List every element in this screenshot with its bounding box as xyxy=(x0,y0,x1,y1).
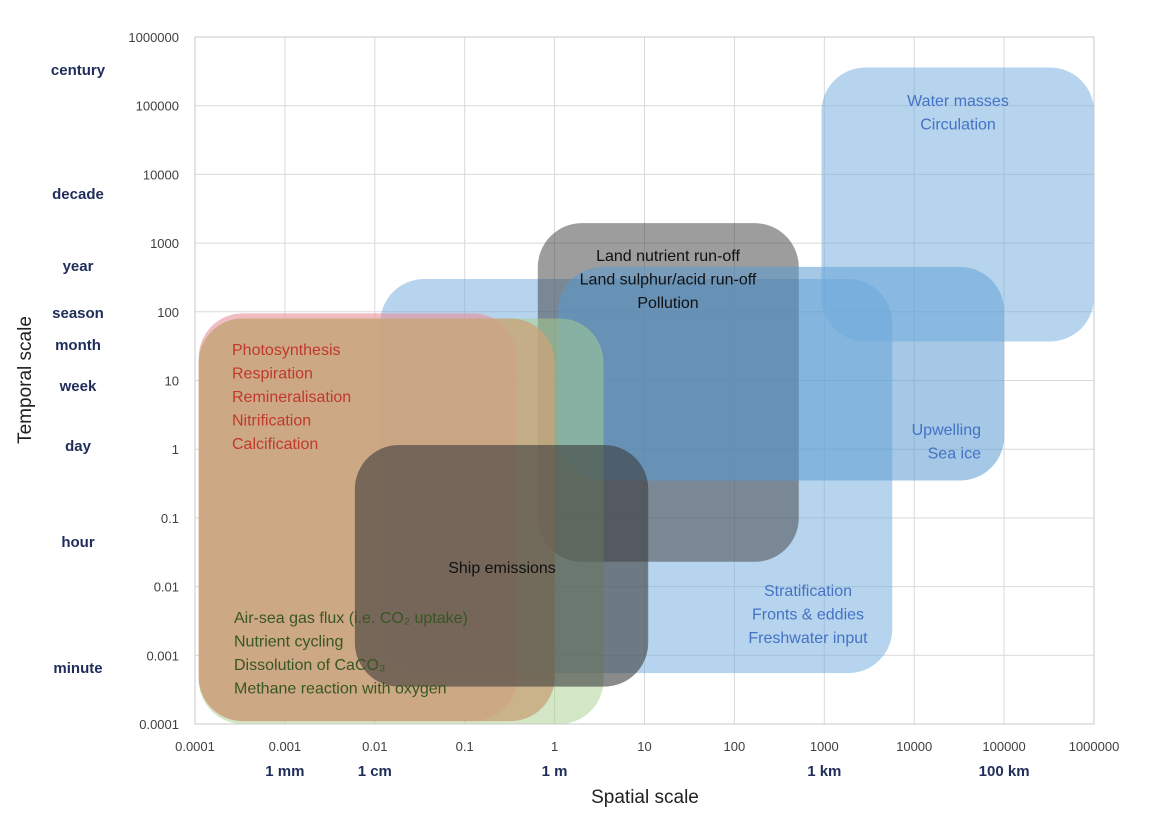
y-secondary-labels: century decade year season month week day hour m… xyxy=(51,62,106,677)
time-unit-label: century xyxy=(51,62,106,79)
x-tick-label: 100000 xyxy=(982,739,1025,754)
region-label: Nitrification xyxy=(232,413,311,430)
region-label: Water masses xyxy=(907,93,1009,110)
region-label: Sea ice xyxy=(928,446,981,463)
region-label: Pollution xyxy=(637,295,698,312)
region-label: Photosynthesis xyxy=(232,342,341,359)
x-axis-title: Spatial scale xyxy=(591,787,699,808)
plot-border xyxy=(194,36,1095,725)
x-tick-labels: 0.0001 0.001 0.01 0.1 1 10 100 1000 10000 100000 1… xyxy=(175,739,1119,754)
region-label: Stratification xyxy=(764,583,852,600)
x-tick-label: 0.001 xyxy=(269,739,302,754)
time-unit-label: hour xyxy=(61,534,94,551)
time-unit-label: minute xyxy=(53,660,102,677)
y-tick-label: 10 xyxy=(165,374,179,389)
region-water-masses xyxy=(821,67,1094,342)
y-tick-label: 1000000 xyxy=(128,30,179,45)
time-unit-label: week xyxy=(59,378,97,395)
y-tick-label: 0.01 xyxy=(154,580,179,595)
y-tick-label: 10000 xyxy=(143,167,179,182)
region-label: Dissolution of CaCO₃ xyxy=(234,657,385,674)
y-tick-label: 100 xyxy=(157,305,179,320)
region-label: Ship emissions xyxy=(448,560,556,577)
spatial-unit-label: 1 km xyxy=(807,763,841,780)
time-unit-label: season xyxy=(52,305,104,322)
x-tick-label: 0.01 xyxy=(362,739,387,754)
region-label: Circulation xyxy=(920,117,996,134)
spatial-unit-label: 100 km xyxy=(979,763,1030,780)
region-label: Fronts & eddies xyxy=(752,607,864,624)
spatial-unit-label: 1 m xyxy=(542,763,568,780)
y-tick-label: 0.0001 xyxy=(139,717,179,732)
y-tick-labels: 0.0001 0.001 0.01 0.1 1 10 100 1000 10000 100000 1… xyxy=(128,30,179,732)
region-ship-emissions xyxy=(354,445,649,687)
y-axis-title: Temporal scale xyxy=(15,316,36,444)
region-labels: Stratification Fronts & eddies Freshwater … xyxy=(232,93,1009,698)
y-tick-label: 100000 xyxy=(136,99,179,114)
spatial-unit-label: 1 mm xyxy=(265,763,304,780)
x-tick-label: 10 xyxy=(637,739,651,754)
y-tick-label: 0.001 xyxy=(146,648,179,663)
x-tick-label: 0.1 xyxy=(456,739,474,754)
regions xyxy=(198,67,1094,724)
time-unit-label: decade xyxy=(52,186,104,203)
region-label: Upwelling xyxy=(912,422,981,439)
region-label: Freshwater input xyxy=(748,630,868,647)
region-label: Nutrient cycling xyxy=(234,634,343,651)
time-unit-label: year xyxy=(63,258,94,275)
y-tick-label: 1000 xyxy=(150,236,179,251)
region-label: Air-sea gas flux (i.e. CO₂ uptake) xyxy=(234,610,468,627)
region-label: Respiration xyxy=(232,366,313,383)
time-unit-label: day xyxy=(65,438,92,455)
x-tick-label: 10000 xyxy=(896,739,932,754)
x-tick-label: 1000 xyxy=(810,739,839,754)
spatial-unit-label: 1 cm xyxy=(358,763,392,780)
x-secondary-labels: 1 mm 1 cm 1 m 1 km 100 km xyxy=(265,763,1029,780)
x-tick-label: 100 xyxy=(724,739,746,754)
region-label: Land sulphur/acid run-off xyxy=(580,272,757,289)
y-tick-label: 1 xyxy=(172,442,179,457)
region-label: Remineralisation xyxy=(232,389,351,406)
y-tick-label: 0.1 xyxy=(161,511,179,526)
region-label: Land nutrient run-off xyxy=(596,248,740,265)
x-tick-label: 0.0001 xyxy=(175,739,215,754)
region-label: Calcification xyxy=(232,436,318,453)
region-label: Methane reaction with oxygen xyxy=(234,681,447,698)
x-tick-label: 1000000 xyxy=(1069,739,1120,754)
time-unit-label: month xyxy=(55,337,101,354)
x-tick-label: 1 xyxy=(551,739,558,754)
